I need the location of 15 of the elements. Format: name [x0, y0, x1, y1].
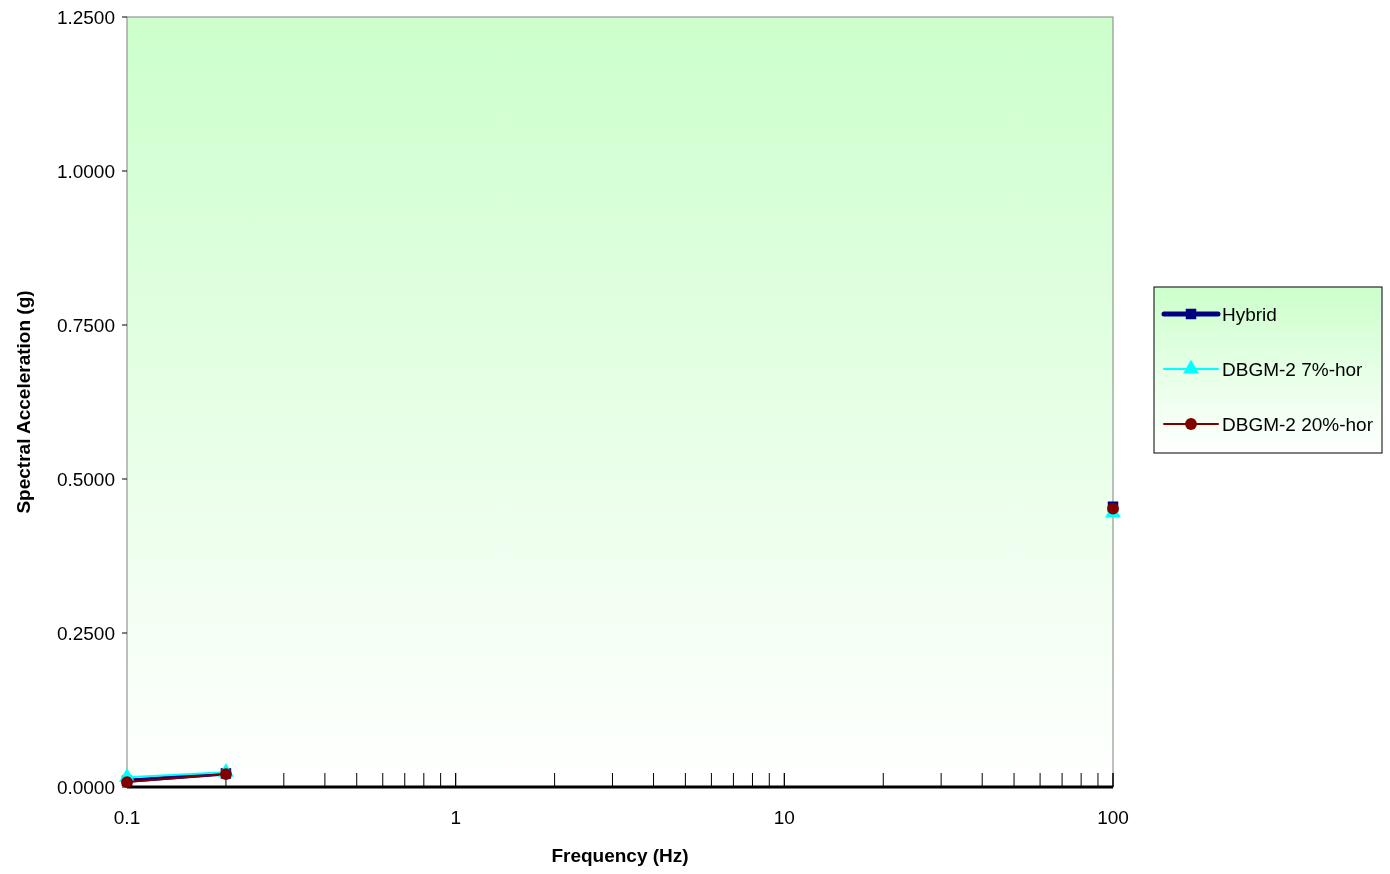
y-tick-label: 0.7500	[56, 314, 115, 336]
legend-label: Hybrid	[1222, 303, 1277, 325]
y-tick-label: 1.0000	[56, 160, 115, 182]
y-axis-title: Spectral Acceleration (g)	[13, 290, 34, 514]
legend-label: DBGM-2 20%-hor	[1222, 413, 1374, 435]
y-tick-label: 0.5000	[56, 468, 115, 490]
x-tick-label: 10	[773, 807, 795, 828]
x-axis-title: Frequency (Hz)	[551, 845, 689, 866]
x-tick-label: 1	[450, 807, 461, 828]
y-tick-label: 0.0000	[56, 776, 115, 798]
x-tick-label: 0.1	[113, 807, 141, 828]
x-tick-label: 100	[1097, 807, 1129, 828]
y-tick-label: 1.2500	[56, 6, 115, 28]
legend-label: DBGM-2 7%-hor	[1222, 358, 1364, 380]
y-tick-label: 0.2500	[56, 622, 115, 644]
